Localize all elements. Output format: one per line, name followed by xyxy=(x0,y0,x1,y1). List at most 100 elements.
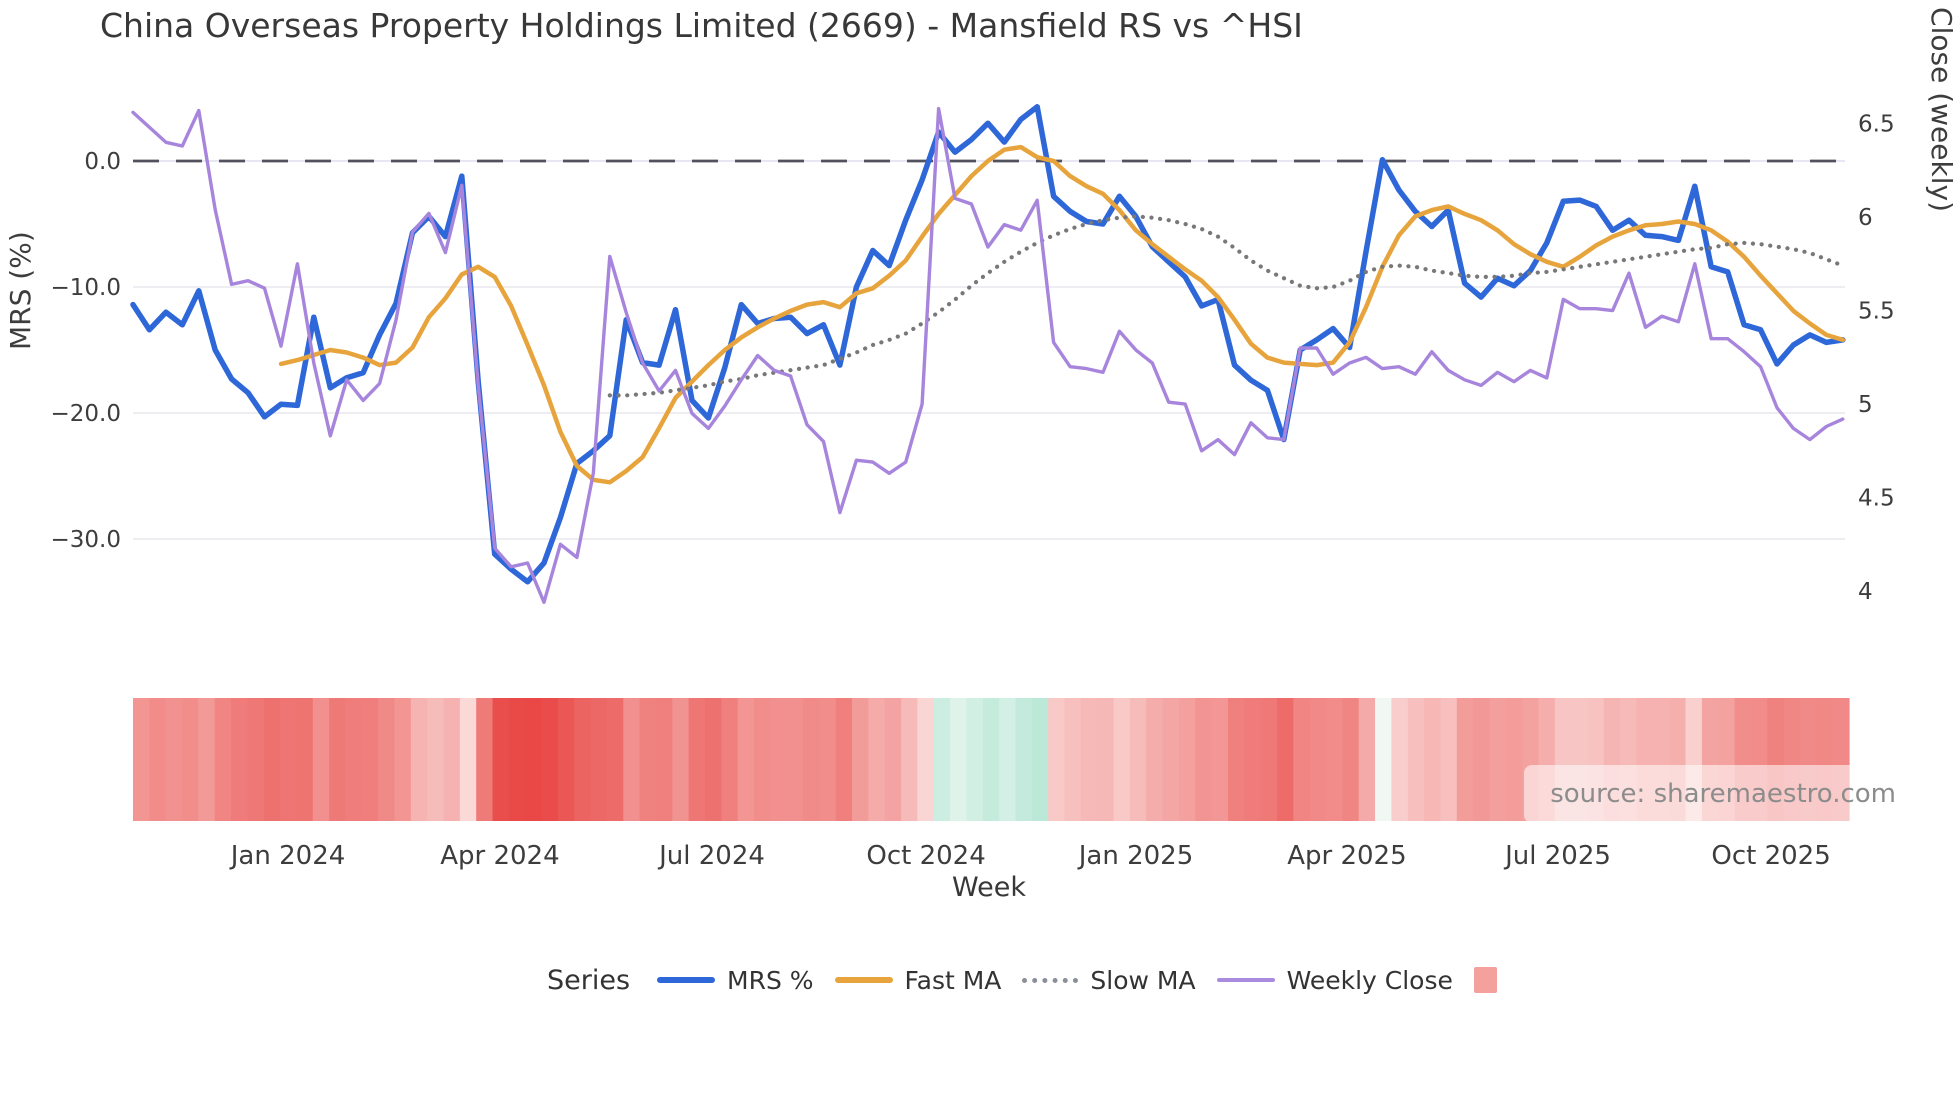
heatmap-cell xyxy=(639,698,657,821)
heatmap-cell xyxy=(182,698,199,821)
x-axis-tick: Jul 2025 xyxy=(1503,841,1611,871)
heatmap-cell xyxy=(1489,698,1507,821)
heatmap-cell xyxy=(329,698,347,821)
heatmap-cell xyxy=(345,698,363,821)
heatmap-cell xyxy=(590,698,608,821)
legend-item xyxy=(1473,967,1497,993)
heatmap-cell xyxy=(1358,698,1376,821)
heatmap-cell xyxy=(835,698,853,821)
legend-swatch-fast-ma xyxy=(834,977,893,983)
heatmap-cell xyxy=(1195,698,1213,821)
legend-label: Weekly Close xyxy=(1286,965,1453,995)
heatmap-cell xyxy=(737,698,755,821)
x-axis-title: Week xyxy=(952,872,1026,903)
heatmap-cell xyxy=(1097,698,1115,821)
left-axis-tick: 0.0 xyxy=(84,149,121,175)
legend-item: Slow MA xyxy=(1022,965,1196,995)
heatmap-cell xyxy=(1424,698,1442,821)
heatmap-cell xyxy=(378,698,396,821)
legend-item: MRS % xyxy=(657,966,814,995)
heatmap-cell xyxy=(1178,698,1196,821)
heatmap-cell xyxy=(1113,698,1131,821)
x-axis-tick: Apr 2025 xyxy=(1287,841,1406,871)
heatmap-cell xyxy=(525,698,543,821)
legend-swatch-slow-ma xyxy=(1022,977,1079,983)
x-axis-tick: Oct 2024 xyxy=(866,841,985,871)
heatmap-cell xyxy=(950,698,968,821)
heatmap-cell xyxy=(165,698,183,821)
heatmap-cell xyxy=(1048,698,1066,821)
heatmap-cell xyxy=(214,698,232,821)
x-axis-tick: Oct 2025 xyxy=(1711,841,1830,871)
heatmap-cell xyxy=(1064,698,1082,821)
heatmap-cell xyxy=(917,698,935,821)
heatmap-cell xyxy=(361,698,379,821)
heatmap-cell xyxy=(1080,698,1098,821)
right-axis-tick: 5 xyxy=(1858,392,1873,418)
fast-ma-line xyxy=(278,144,1846,485)
x-axis-tick: Jan 2024 xyxy=(229,841,346,871)
right-axis-tick: 4 xyxy=(1858,579,1873,605)
x-axis-tick: Jul 2024 xyxy=(657,841,765,871)
heatmap-cell xyxy=(1391,698,1409,821)
heatmap-cell xyxy=(149,698,167,821)
heatmap-cell xyxy=(231,698,248,821)
heatmap-cell xyxy=(606,698,624,821)
heatmap-cell xyxy=(999,698,1017,821)
heatmap-cell xyxy=(1244,698,1262,821)
heatmap-cell xyxy=(1342,698,1360,821)
heatmap-cell xyxy=(1309,698,1327,821)
legend-swatch-weekly-close xyxy=(1216,978,1275,982)
left-axis-tick: −20.0 xyxy=(51,401,121,427)
right-axis-tick: 5.5 xyxy=(1858,299,1895,325)
heatmap-cell xyxy=(574,698,592,821)
heatmap-cell xyxy=(901,698,919,821)
heatmap-cell xyxy=(1162,698,1180,821)
right-axis-tick: 6 xyxy=(1858,205,1873,231)
heatmap-cell xyxy=(296,698,314,821)
heatmap-cell xyxy=(247,698,265,821)
heatmap-cell xyxy=(1456,698,1474,821)
heatmap-cell xyxy=(786,698,804,821)
heatmap-cell xyxy=(459,698,477,821)
heatmap-cell xyxy=(1277,698,1294,821)
left-axis-tick: −10.0 xyxy=(51,275,121,301)
heatmap-cell xyxy=(541,698,559,821)
heatmap-cell xyxy=(443,698,461,821)
heatmap-cell xyxy=(655,698,673,821)
right-axis-title: Close (weekly) xyxy=(1925,7,1958,212)
legend-label: Slow MA xyxy=(1090,965,1196,995)
right-axis-tick: 6.5 xyxy=(1858,112,1895,138)
heatmap-cell xyxy=(1293,698,1311,821)
heatmap-cell xyxy=(623,698,641,821)
heatmap-cell xyxy=(1407,698,1425,821)
slow-ma-line xyxy=(607,214,1845,398)
heatmap-cell xyxy=(966,698,984,821)
heatmap-cell xyxy=(1129,698,1147,821)
x-axis-tick: Jan 2025 xyxy=(1077,841,1194,871)
heatmap-cell xyxy=(280,698,298,821)
heatmap-cell xyxy=(312,698,330,821)
legend-label: Fast MA xyxy=(904,965,1002,995)
heatmap-cell xyxy=(1375,698,1392,821)
left-axis-tick: −30.0 xyxy=(51,527,121,553)
heatmap-cell xyxy=(868,698,886,821)
heatmap-cell xyxy=(721,698,739,821)
heatmap-cell xyxy=(1227,698,1245,821)
heatmap-cell xyxy=(394,698,412,821)
heatmap-cell xyxy=(852,698,870,821)
heatmap-cell xyxy=(410,698,428,821)
heatmap-cell xyxy=(1015,698,1033,821)
heatmap-cell xyxy=(1440,698,1458,821)
heatmap-cell xyxy=(884,698,902,821)
legend-label: MRS % xyxy=(727,965,814,995)
heatmap-cell xyxy=(133,698,150,821)
left-axis-title: MRS (%) xyxy=(4,231,37,350)
heatmap-cell xyxy=(672,698,690,821)
heatmap-cell xyxy=(557,698,575,821)
source-attribution: source: sharemaestro.com xyxy=(1524,765,1922,823)
x-axis-tick: Apr 2024 xyxy=(440,841,559,871)
heatmap-cell xyxy=(427,698,445,821)
legend: Series MRS % Fast MA Slow MA Weekly Close xyxy=(547,956,1497,1004)
heatmap-cell xyxy=(1505,698,1523,821)
